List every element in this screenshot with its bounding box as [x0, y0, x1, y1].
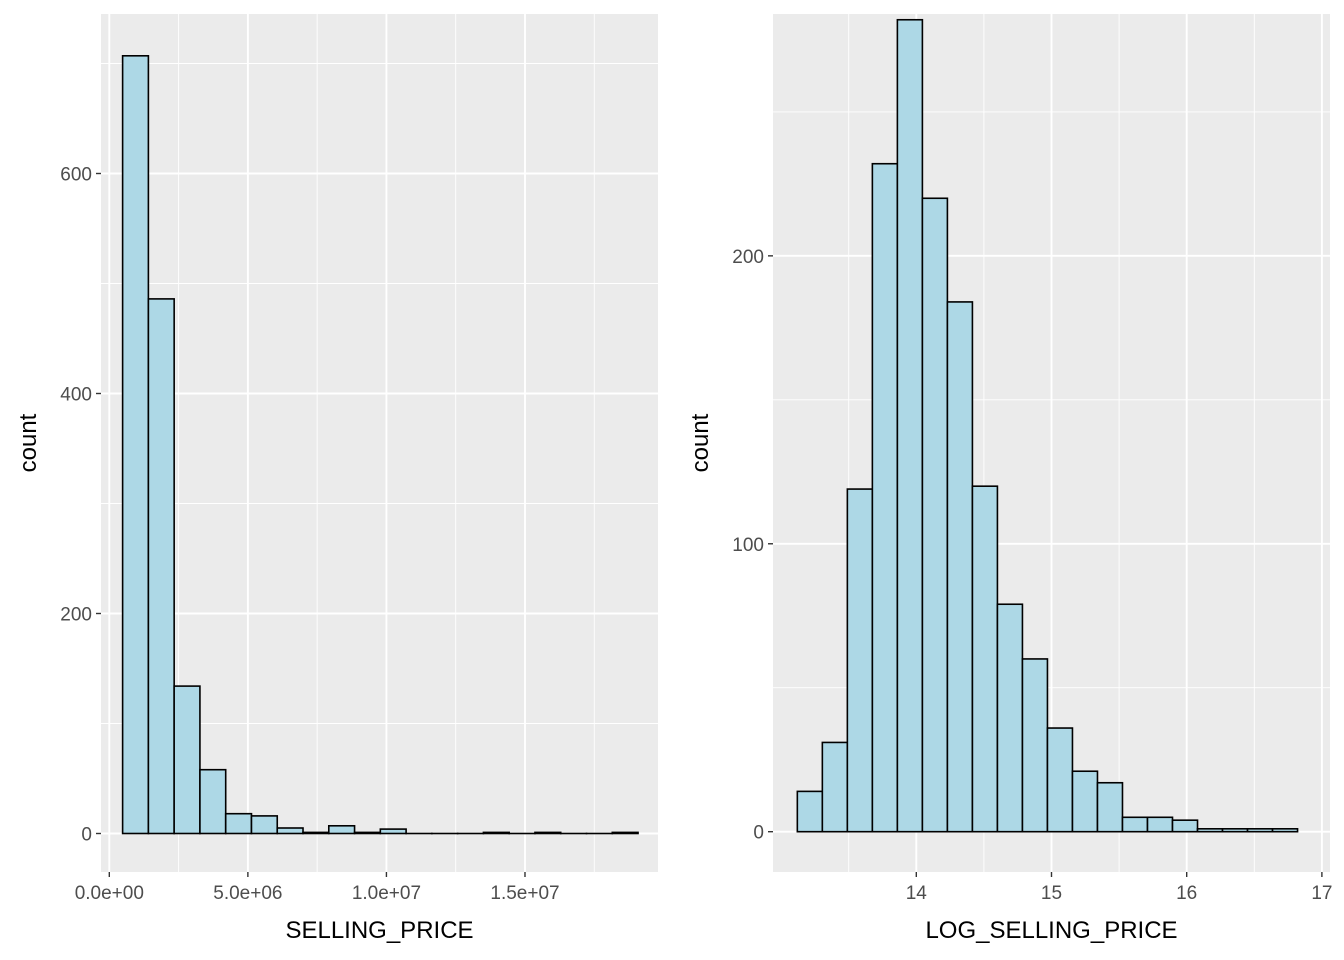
- y-tick-label: 600: [60, 165, 92, 186]
- histogram-bar: [121, 54, 150, 835]
- histogram-bar: [896, 18, 924, 833]
- histogram-bar: [846, 488, 874, 833]
- y-tick-label: 100: [732, 535, 764, 556]
- histogram-bar: [147, 298, 175, 835]
- x-axis-title: LOG_SELLING_PRICE: [925, 917, 1177, 944]
- histogram-bar: [199, 768, 227, 835]
- y-tick-label: 200: [60, 605, 92, 626]
- histogram-bar: [1146, 816, 1174, 833]
- histogram-bar: [250, 815, 279, 835]
- selling-price-histogram-panel: 0 200 400 600 0.0e+00 5.0e+06 1.0e+07 1.5e+07 SE…: [15, 14, 658, 944]
- histogram-bar: [173, 685, 201, 835]
- histogram-bar: [276, 827, 304, 835]
- histogram-bar: [1271, 828, 1299, 833]
- histogram-bar: [353, 831, 382, 835]
- histogram-bar: [1246, 828, 1274, 833]
- histogram-bar: [611, 831, 639, 835]
- histogram-bar: [821, 741, 849, 833]
- x-tick-label: 5.0e+06: [213, 883, 282, 904]
- histogram-bar: [1171, 819, 1199, 833]
- histogram-bar: [946, 301, 974, 833]
- histogram-bar: [971, 485, 999, 833]
- x-tick-label: 15: [1041, 883, 1062, 904]
- histogram-bar: [482, 831, 510, 835]
- y-axis-title: count: [15, 413, 42, 472]
- x-tick-label: 0.0e+00: [75, 883, 144, 904]
- histogram-bar: [1196, 828, 1224, 833]
- histogram-bar: [1221, 828, 1249, 833]
- histogram-bar: [996, 603, 1024, 833]
- histogram-bar: [1046, 727, 1074, 833]
- y-tick-label: 200: [732, 247, 764, 268]
- log-selling-price-histogram-panel: 0 100 200 14 15 16 17 LOG_SELLING_PRICE count: [687, 14, 1332, 944]
- y-tick-label: 0: [81, 825, 92, 846]
- histogram-bar: [1021, 658, 1049, 833]
- histogram-bar: [534, 831, 562, 835]
- y-tick-label: 0: [753, 823, 764, 844]
- histogram-bar: [1121, 816, 1149, 833]
- x-tick-label: 1.5e+07: [490, 883, 559, 904]
- x-axis-title: SELLING_PRICE: [285, 917, 473, 944]
- histogram-bar: [327, 824, 356, 835]
- histogram-bar: [921, 197, 949, 833]
- x-tick-label: 1.0e+07: [352, 883, 421, 904]
- histogram-bar: [1071, 770, 1099, 833]
- histogram-bar: [796, 790, 824, 833]
- x-tick-label: 17: [1311, 883, 1332, 904]
- x-tick-label: 14: [906, 883, 928, 904]
- y-tick-label: 400: [60, 385, 92, 406]
- y-axis-title: count: [687, 413, 714, 472]
- histogram-bar: [871, 162, 899, 833]
- histogram-bar: [379, 828, 407, 835]
- histogram-bar: [224, 812, 253, 835]
- histogram-bar: [1096, 781, 1124, 833]
- histogram-bar: [302, 831, 330, 835]
- x-tick-label: 16: [1176, 883, 1197, 904]
